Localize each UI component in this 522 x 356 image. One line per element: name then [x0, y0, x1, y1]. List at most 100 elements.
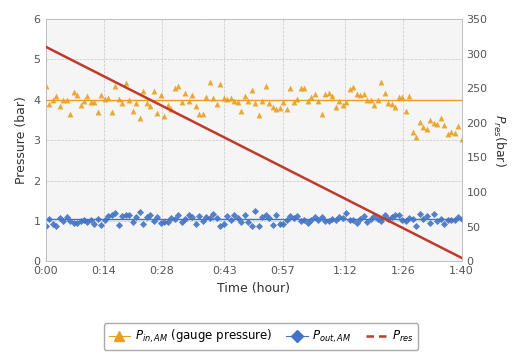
Point [244, 219, 253, 225]
Point [171, 85, 179, 91]
Point [66, 218, 74, 224]
X-axis label: Time (hour): Time (hour) [217, 282, 290, 295]
Point [311, 91, 319, 97]
Point [381, 213, 389, 218]
Point [430, 120, 438, 126]
Point [202, 215, 210, 220]
Point [59, 97, 67, 103]
Point [212, 216, 221, 221]
Point [136, 209, 144, 215]
Point [115, 96, 123, 101]
Point [300, 217, 309, 222]
Point [111, 84, 120, 89]
Point [293, 96, 301, 102]
Point [387, 101, 396, 106]
Point [384, 100, 393, 105]
Point [436, 115, 445, 121]
Point [212, 101, 221, 107]
Point [321, 91, 329, 97]
Point [408, 129, 417, 135]
Point [227, 217, 235, 223]
Point [164, 219, 172, 225]
Point [209, 95, 218, 100]
Point [108, 212, 116, 218]
Point [360, 91, 368, 97]
Point [234, 99, 242, 105]
Point [398, 94, 406, 99]
Point [360, 214, 368, 219]
Point [269, 222, 277, 228]
Point [206, 215, 214, 221]
Point [430, 211, 438, 217]
Y-axis label: $P_{res}$(bar): $P_{res}$(bar) [491, 114, 507, 167]
Point [331, 104, 340, 110]
Point [192, 103, 200, 109]
Point [366, 98, 375, 103]
Point [363, 97, 371, 103]
Point [41, 223, 50, 229]
Point [76, 218, 85, 224]
Point [247, 224, 256, 229]
Point [94, 109, 102, 114]
Point [391, 212, 399, 218]
Point [241, 93, 249, 99]
Point [335, 99, 343, 104]
Point [436, 216, 445, 222]
Point [90, 99, 99, 105]
Point [104, 214, 113, 219]
Point [216, 82, 224, 87]
Point [84, 219, 92, 225]
Point [422, 213, 431, 219]
Point [373, 216, 382, 222]
Point [370, 214, 378, 219]
Point [136, 115, 144, 121]
Point [293, 213, 301, 219]
Point [381, 90, 389, 96]
Point [391, 104, 399, 110]
Point [290, 215, 298, 221]
Point [339, 215, 347, 221]
Point [300, 85, 309, 90]
Point [356, 93, 364, 98]
Point [84, 93, 92, 99]
Point [73, 92, 81, 98]
Point [104, 95, 113, 100]
Point [304, 99, 312, 104]
Point [76, 102, 85, 108]
Point [223, 96, 232, 102]
Point [276, 221, 284, 227]
Point [419, 216, 428, 222]
Point [227, 95, 235, 101]
Point [160, 219, 169, 225]
Point [443, 131, 452, 137]
Point [286, 85, 294, 90]
Point [125, 97, 134, 103]
Point [73, 221, 81, 226]
Point [346, 217, 354, 222]
Point [62, 214, 70, 220]
Point [129, 219, 137, 225]
Point [143, 100, 151, 106]
Point [69, 220, 78, 226]
Point [282, 218, 291, 223]
Point [59, 219, 67, 224]
Point [62, 97, 70, 103]
Point [331, 217, 340, 222]
Point [132, 100, 140, 106]
Point [387, 215, 396, 220]
Point [185, 213, 193, 218]
Point [115, 222, 123, 227]
Point [311, 214, 319, 220]
Point [97, 93, 105, 98]
Point [282, 106, 291, 112]
Point [55, 215, 64, 220]
Point [325, 218, 333, 224]
Point [244, 98, 253, 103]
Point [247, 87, 256, 93]
Point [87, 217, 95, 223]
Point [426, 117, 434, 123]
Point [370, 103, 378, 108]
Point [258, 214, 266, 219]
Point [314, 217, 323, 223]
Point [296, 218, 305, 223]
